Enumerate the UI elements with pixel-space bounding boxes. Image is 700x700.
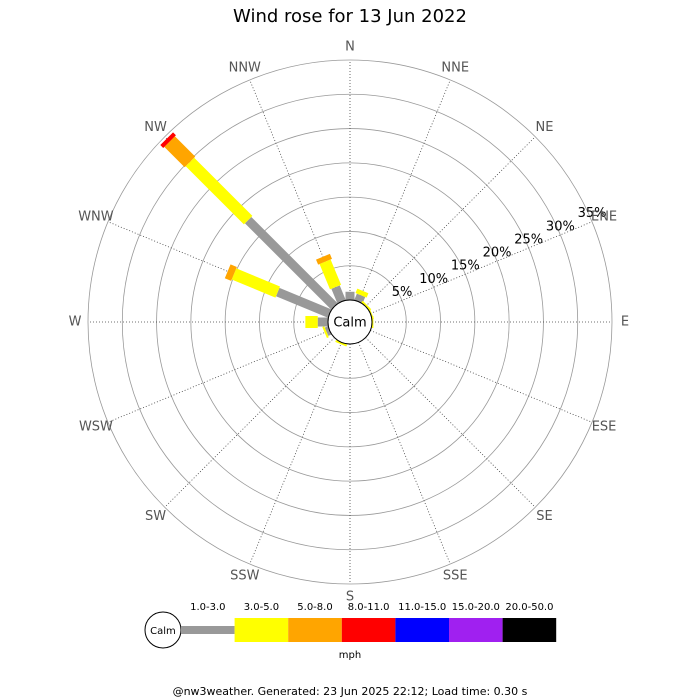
spoke	[249, 342, 342, 565]
bar-segment	[244, 216, 338, 310]
r-tick-label: 5%	[392, 285, 413, 300]
bar-segment	[185, 157, 253, 225]
legend-units: mph	[339, 650, 361, 661]
direction-label: SSW	[230, 569, 260, 584]
bar-segment	[322, 326, 329, 339]
bar-segment	[331, 285, 346, 304]
bar-segment	[335, 340, 348, 347]
calm-circle	[327, 299, 373, 345]
direction-label: W	[69, 315, 82, 330]
bar-segment	[372, 316, 374, 328]
bar-segment	[276, 287, 332, 318]
legend-swatch	[449, 618, 503, 642]
bar-segment	[164, 136, 196, 168]
direction-label: NNW	[229, 60, 261, 75]
direction-label: ESE	[592, 420, 617, 435]
bar-segment	[160, 132, 176, 148]
spoke	[107, 330, 330, 423]
legend-label: 8.0-11.0	[348, 602, 390, 613]
legend-calm-label: Calm	[150, 626, 176, 637]
direction-label: N	[345, 40, 355, 55]
direction-label: SW	[145, 509, 166, 524]
r-tick-label: 20%	[483, 246, 512, 261]
legend: Calm mph 1.0-3.0 3.0-5.0 5.0-8.0 8.0-11.0 11…	[144, 602, 557, 661]
legend-swatch	[181, 626, 235, 634]
ring	[121, 93, 579, 551]
legend-swatch	[502, 618, 557, 642]
direction-label: NW	[144, 120, 167, 135]
direction-label: E	[621, 315, 629, 330]
bar-segment	[231, 268, 281, 298]
bars	[160, 132, 374, 347]
r-tick-label: 35%	[578, 206, 607, 221]
spoke	[164, 337, 335, 508]
bar-segment	[317, 317, 329, 327]
spoke	[358, 79, 451, 302]
chart-title: Wind rose for 13 Jun 2022	[233, 6, 467, 27]
direction-label: S	[346, 590, 354, 605]
bar-segment	[224, 264, 237, 281]
bar-segment	[305, 316, 318, 328]
r-tick-label: 10%	[419, 272, 448, 287]
bar-segment	[319, 259, 342, 290]
legend-label: 3.0-5.0	[244, 602, 279, 613]
ring	[87, 59, 613, 585]
r-tick-label: 25%	[514, 232, 543, 247]
legend-swatch	[395, 618, 449, 642]
calm-label: Calm	[333, 316, 366, 331]
bar-segment	[324, 326, 332, 336]
footer: @nw3weather. Generated: 23 Jun 2025 22:1…	[173, 685, 528, 698]
direction-label: WNW	[78, 209, 114, 224]
r-tick-label: 30%	[546, 219, 575, 234]
spoke	[358, 342, 451, 565]
legend-label: 15.0-20.0	[452, 602, 500, 613]
direction-label: NNE	[441, 60, 469, 75]
spoke	[365, 337, 536, 508]
direction-label: ENE	[591, 209, 617, 224]
legend-label: 11.0-15.0	[398, 602, 446, 613]
direction-label: SE	[536, 509, 552, 524]
spoke	[370, 330, 593, 423]
spoke	[365, 136, 536, 307]
legend-label: 1.0-3.0	[190, 602, 225, 613]
direction-label: WSW	[79, 420, 113, 435]
bar-segment	[355, 288, 369, 298]
legend-swatch	[234, 618, 289, 642]
ring	[259, 231, 441, 413]
bar-segment	[316, 253, 332, 265]
bar-segment	[345, 291, 355, 300]
r-tick-label: 15%	[451, 259, 480, 274]
legend-label: 20.0-50.0	[505, 602, 553, 613]
ring	[190, 162, 510, 482]
legend-swatch	[288, 618, 342, 642]
direction-label: NE	[535, 120, 553, 135]
spoke	[370, 221, 593, 314]
ring	[293, 265, 407, 379]
direction-label: SSE	[443, 569, 468, 584]
legend-swatch	[341, 618, 396, 642]
legend-label: 5.0-8.0	[297, 602, 332, 613]
